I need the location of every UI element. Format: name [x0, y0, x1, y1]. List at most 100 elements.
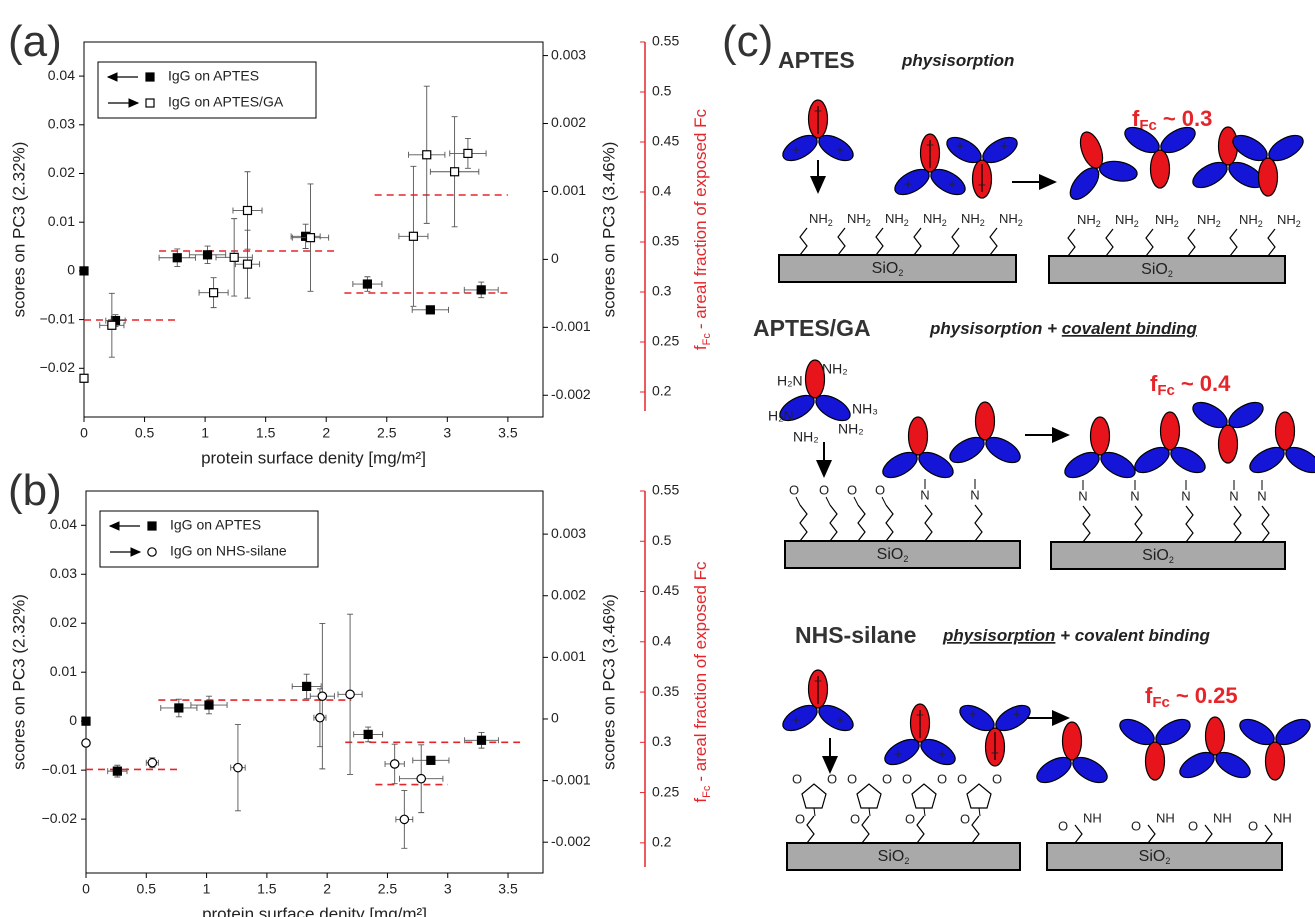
amine-label: NH2 [1197, 212, 1221, 229]
amine-label: NH2 [885, 211, 909, 228]
y-tick-label: 0.01 [50, 663, 77, 679]
fab-fragment [946, 136, 982, 164]
linker [829, 504, 838, 542]
linker [799, 504, 808, 542]
fab-fragment [1134, 446, 1170, 474]
y3-tick-label: 0.3 [652, 283, 672, 299]
nhs-ring [966, 783, 992, 809]
fc-fragment [1149, 149, 1171, 189]
carbonyl-label: O [847, 771, 857, 786]
y2-tick-label: 0.002 [551, 586, 586, 602]
data-point [208, 288, 219, 298]
x-tick-label: 3 [444, 881, 452, 897]
amine-subscript: 2 [1096, 219, 1101, 229]
amine-subscript: 2 [980, 218, 985, 228]
data-point [107, 320, 117, 330]
data-point [202, 250, 213, 260]
amide-label: NH [1156, 810, 1175, 825]
fab-fragment [1192, 161, 1228, 189]
charge: − [926, 137, 934, 153]
y3-tick-label: 0.5 [652, 83, 672, 99]
data-point [204, 700, 214, 710]
fraction-label: fFc ~ 0.4 [1150, 371, 1231, 399]
amide-label: NH [1083, 810, 1102, 825]
amide-label: NH [1273, 810, 1292, 825]
fab-fragment [1069, 167, 1100, 200]
amine-subscript: 2 [1296, 219, 1301, 229]
carbonyl-label: O [905, 811, 915, 826]
y2-tick-label: -0.001 [551, 771, 591, 787]
free-amine-label: NH₂ [838, 421, 864, 437]
data-point [174, 703, 184, 713]
x-tick-label: 0.5 [137, 881, 157, 897]
carbonyl-label: O [1248, 818, 1258, 833]
substrate-subscript: 2 [904, 856, 909, 866]
linker [857, 504, 866, 542]
free-amine-label: NH₂ [822, 361, 848, 377]
substrate-subscript: 2 [898, 268, 903, 278]
y3-label-subscript: Fc [701, 333, 713, 346]
imine-label: N [1257, 488, 1266, 503]
amine-formula: NH [885, 211, 904, 226]
fraction-symbol: f [1132, 106, 1140, 131]
amine-label: NH2 [809, 211, 833, 228]
linker [989, 227, 998, 256]
y-tick-label: 0.03 [50, 565, 77, 581]
y3-label-symbol: f [691, 798, 710, 803]
amine-label: NH2 [1155, 212, 1179, 229]
carbonyl-label: O [957, 771, 967, 786]
substrate-formula: SiO [1142, 547, 1169, 564]
linker [1145, 228, 1154, 257]
amine-subscript: 2 [1216, 219, 1221, 229]
free-amine-label: NH₂ [793, 429, 819, 445]
fraction-value: ~ 0.4 [1181, 371, 1231, 396]
fab-fragment [1119, 718, 1155, 746]
fab-fragment [930, 168, 966, 196]
fraction-value: ~ 0.25 [1176, 683, 1238, 708]
substrate [1046, 842, 1283, 871]
charge: + [1000, 138, 1008, 154]
linker [1187, 228, 1196, 257]
y2-axis-label: scores on PC3 (3.46%) [599, 594, 618, 770]
data-point [81, 738, 91, 748]
mode-part: covalent binding [1062, 319, 1198, 338]
fab-fragment [1275, 718, 1311, 746]
y3-tick-label: 0.45 [652, 133, 679, 149]
antibody [1119, 718, 1191, 781]
linker [1185, 505, 1194, 543]
antibody: − + + [959, 704, 1031, 767]
antibody: − + + [884, 703, 956, 766]
fab-fragment [1072, 756, 1108, 784]
fab-fragment [1285, 446, 1315, 474]
substrate-formula: SiO [878, 848, 905, 865]
fraction-subscript: Fc [1152, 694, 1170, 711]
y-tick-label: −0.01 [42, 761, 78, 777]
antibody [1232, 134, 1304, 197]
amine-label: NH2 [847, 211, 871, 228]
aldehyde-label: O [847, 482, 857, 497]
x-axis-label: protein surface denity [mg/m²] [202, 904, 427, 917]
carbonyl-label: O [882, 771, 892, 786]
antibody [949, 401, 1021, 464]
aldehyde-label: O [819, 482, 829, 497]
y2-tick-label: -0.002 [551, 833, 591, 849]
fab-fragment [1036, 756, 1072, 784]
fraction-value: ~ 0.3 [1163, 106, 1213, 131]
legend-marker [145, 72, 155, 82]
antibody [882, 416, 954, 479]
charge: + [792, 142, 800, 158]
x-tick-label: 1 [203, 881, 211, 897]
fab-fragment [995, 704, 1031, 732]
fab-fragment [985, 436, 1021, 464]
substrate-label: SiO2 [877, 546, 909, 564]
fab-fragment [782, 704, 818, 732]
antibody: − + + [946, 136, 1018, 199]
y2-axis-label: scores on PC3 (3.46%) [599, 142, 618, 318]
substrate-formula: SiO [877, 546, 904, 563]
linker [1074, 824, 1083, 844]
carbonyl-bond [853, 496, 859, 506]
linker [916, 815, 925, 844]
legend-label: IgG on NHS-silane [170, 543, 287, 559]
y-tick-label: 0.04 [48, 67, 75, 83]
x-tick-label: 2.5 [378, 881, 398, 897]
